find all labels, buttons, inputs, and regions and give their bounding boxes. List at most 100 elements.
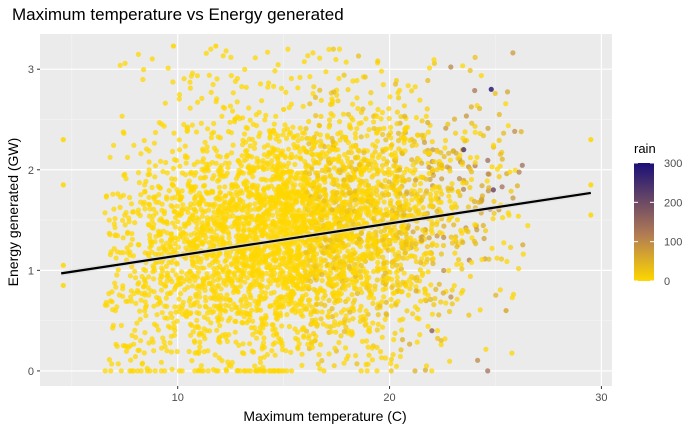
scatter-point	[370, 231, 376, 237]
scatter-point	[459, 159, 466, 165]
scatter-point	[251, 166, 257, 172]
scatter-point	[337, 297, 343, 303]
scatter-point	[180, 202, 186, 208]
scatter-point	[408, 281, 414, 287]
scatter-point	[155, 327, 161, 333]
scatter-point	[311, 286, 317, 292]
scatter-point	[283, 89, 289, 95]
scatter-point	[306, 118, 312, 125]
scatter-point	[364, 252, 370, 258]
scatter-point	[401, 205, 407, 211]
y-tick-label: 2	[28, 165, 34, 177]
scatter-point	[336, 167, 342, 173]
scatter-point	[336, 196, 342, 202]
scatter-point	[388, 303, 394, 309]
scatter-point	[241, 223, 247, 230]
scatter-point	[442, 336, 448, 342]
scatter-point	[328, 245, 334, 251]
scatter-point	[431, 302, 437, 308]
scatter-point	[214, 292, 220, 298]
scatter-point	[183, 231, 189, 237]
scatter-point	[375, 106, 381, 113]
scatter-point	[177, 163, 183, 169]
scatter-point	[409, 253, 415, 259]
scatter-point	[346, 190, 352, 196]
scatter-point	[132, 268, 138, 274]
scatter-point	[230, 108, 236, 114]
scatter-point	[327, 148, 333, 154]
scatter-point	[320, 321, 326, 327]
scatter-point	[411, 188, 418, 195]
scatter-point	[234, 183, 240, 189]
scatter-point	[142, 299, 148, 305]
scatter-point	[284, 126, 291, 132]
scatter-point	[337, 264, 343, 270]
scatter-point	[343, 324, 349, 330]
scatter-point	[170, 268, 176, 274]
scatter-point	[460, 180, 466, 186]
scatter-point	[329, 189, 335, 195]
scatter-point	[307, 74, 313, 80]
scatter-point	[120, 217, 126, 223]
scatter-point	[383, 299, 389, 305]
scatter-point	[274, 210, 280, 216]
scatter-point	[452, 250, 458, 256]
scatter-point	[141, 199, 147, 205]
scatter-point	[451, 283, 457, 289]
scatter-point	[382, 265, 388, 271]
scatter-point	[306, 283, 312, 290]
scatter-point	[115, 267, 121, 273]
scatter-point	[415, 132, 421, 138]
scatter-point	[390, 259, 396, 265]
scatter-point	[138, 297, 144, 303]
scatter-point	[215, 153, 221, 159]
scatter-point	[328, 254, 335, 260]
scatter-point	[463, 113, 469, 119]
scatter-point	[342, 243, 348, 249]
scatter-point	[462, 129, 468, 135]
scatter-point	[116, 292, 122, 298]
scatter-point	[179, 194, 185, 200]
scatter-point	[490, 216, 496, 222]
scatter-point	[491, 210, 497, 216]
scatter-point	[214, 327, 220, 333]
scatter-point	[236, 260, 242, 266]
scatter-point	[247, 214, 254, 220]
scatter-point	[269, 158, 275, 164]
scatter-point	[401, 169, 408, 175]
scatter-point	[278, 218, 284, 224]
scatter-point	[332, 211, 338, 217]
scatter-point	[410, 229, 416, 235]
scatter-point	[375, 179, 381, 185]
scatter-point	[294, 193, 300, 199]
scatter-point	[246, 285, 252, 291]
scatter-point	[215, 277, 221, 283]
scatter-point	[188, 73, 194, 79]
scatter-point	[271, 83, 277, 89]
plot-panel	[40, 34, 612, 386]
scatter-point	[194, 274, 200, 280]
scatter-point	[327, 267, 333, 273]
scatter-point	[493, 292, 499, 298]
scatter-point	[261, 152, 267, 158]
scatter-point	[279, 294, 286, 300]
scatter-point	[171, 320, 177, 326]
scatter-point	[430, 260, 436, 267]
scatter-point	[157, 217, 163, 223]
scatter-point	[241, 309, 247, 315]
scatter-point	[195, 99, 201, 105]
scatter-point	[238, 163, 244, 169]
scatter-point	[394, 121, 400, 127]
scatter-point	[161, 245, 167, 251]
scatter-point	[237, 368, 243, 374]
scatter-point	[243, 300, 250, 306]
scatter-point	[290, 207, 296, 213]
scatter-point	[325, 134, 331, 140]
scatter-point	[326, 297, 332, 303]
scatter-point	[214, 225, 220, 232]
scatter-point	[335, 131, 341, 137]
scatter-point	[233, 339, 239, 345]
scatter-point	[367, 283, 373, 289]
scatter-point	[288, 174, 294, 181]
scatter-point	[328, 111, 334, 117]
